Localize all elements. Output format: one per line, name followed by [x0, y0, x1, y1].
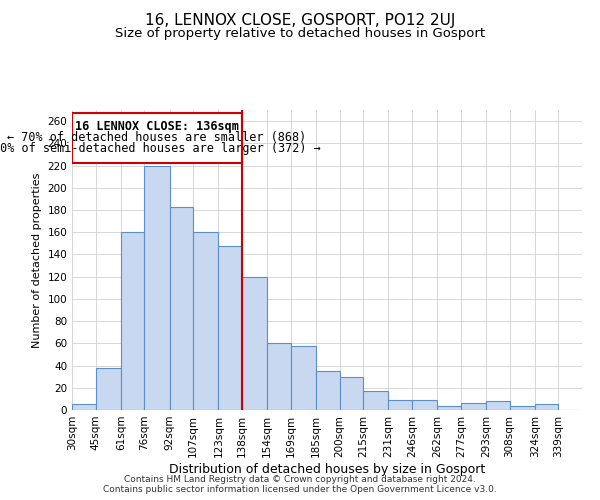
Bar: [486, 401, 509, 410]
Text: 16, LENNOX CLOSE, GOSPORT, PO12 2UJ: 16, LENNOX CLOSE, GOSPORT, PO12 2UJ: [145, 12, 455, 28]
Bar: [363, 391, 388, 410]
Bar: [412, 400, 437, 410]
Bar: [170, 206, 193, 410]
Y-axis label: Number of detached properties: Number of detached properties: [32, 172, 42, 348]
Bar: [316, 371, 340, 410]
Bar: [193, 232, 218, 410]
X-axis label: Distribution of detached houses by size in Gosport: Distribution of detached houses by size …: [169, 462, 485, 475]
Bar: [461, 404, 486, 410]
Text: Contains public sector information licensed under the Open Government Licence v3: Contains public sector information licen…: [103, 484, 497, 494]
Text: Size of property relative to detached houses in Gosport: Size of property relative to detached ho…: [115, 28, 485, 40]
Text: 30% of semi-detached houses are larger (372) →: 30% of semi-detached houses are larger (…: [0, 142, 321, 155]
Bar: [145, 166, 170, 410]
Text: ← 70% of detached houses are smaller (868): ← 70% of detached houses are smaller (86…: [7, 131, 307, 144]
Bar: [509, 406, 535, 410]
Bar: [291, 346, 316, 410]
Bar: [218, 246, 242, 410]
Bar: [437, 406, 461, 410]
FancyBboxPatch shape: [72, 114, 242, 164]
Bar: [242, 276, 267, 410]
Bar: [72, 404, 95, 410]
Bar: [535, 404, 559, 410]
Text: Contains HM Land Registry data © Crown copyright and database right 2024.: Contains HM Land Registry data © Crown c…: [124, 475, 476, 484]
Bar: [267, 344, 291, 410]
Text: 16 LENNOX CLOSE: 136sqm: 16 LENNOX CLOSE: 136sqm: [75, 120, 239, 133]
Bar: [95, 368, 121, 410]
Bar: [121, 232, 145, 410]
Bar: [340, 376, 363, 410]
Bar: [388, 400, 412, 410]
